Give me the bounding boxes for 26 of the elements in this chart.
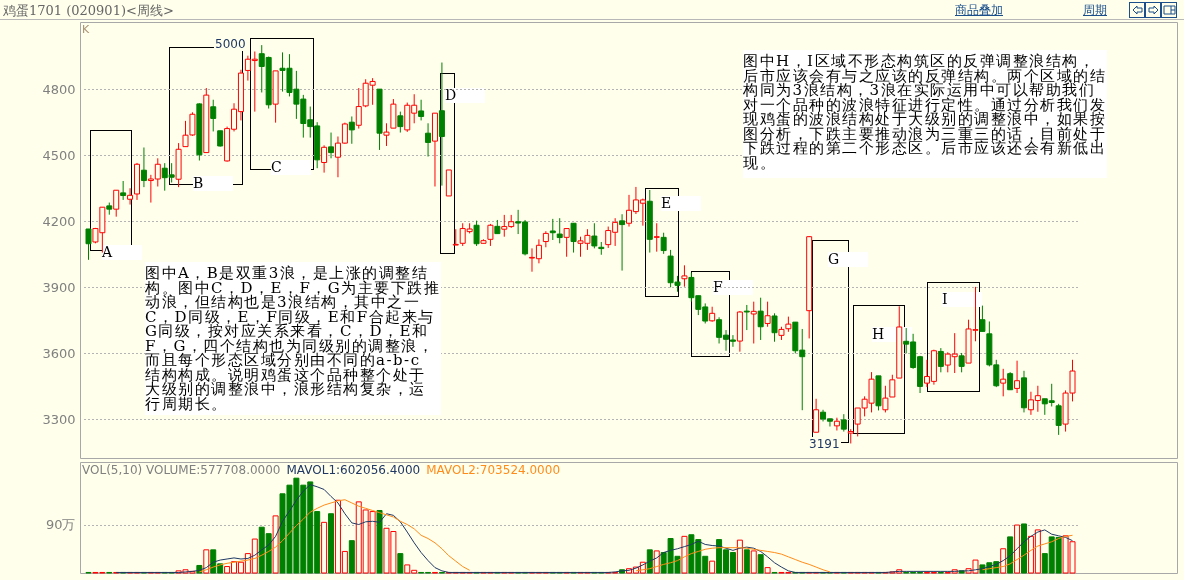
annotation: A — [102, 244, 142, 260]
text: 商品叠加 — [955, 2, 1003, 19]
y-tick-label: 4800 — [42, 81, 76, 97]
annotation: 5000 — [214, 37, 247, 51]
y-tick-label: 4500 — [42, 147, 76, 163]
y-tick-label: 3600 — [42, 345, 76, 361]
text: MAVOL2:703524.0000 — [426, 463, 561, 477]
annotation: G — [828, 251, 868, 267]
y-tick-label: 4200 — [42, 213, 76, 229]
annotation: H — [872, 326, 912, 342]
annotation: F — [713, 279, 753, 295]
chart-title: VOL(5,10) VOLUME:577708.0000 — [82, 463, 281, 477]
annotation: K — [82, 23, 90, 36]
text: 图中A，B是双重3浪，是上涨的调整结构。图中C，D，E，F，G为主要下跌推动浪，但结构也是3浪结构，其中之一C，D同级，E，F同级，E和F合起来与G同级，按对应关系来看，C，D，E和F，G，四个结构也为同级别的调整浪，而且每个形态区域分别由不同的a-b-c 结构构成。说明鸡蛋这个品种整个处于大级别的调整浪中，浪形结构复杂，运行周期长。 — [145, 264, 441, 413]
text: 周期 — [1083, 2, 1107, 19]
chart-title: 鸡蛋1701 (020901)<周线> — [3, 2, 174, 20]
y-tick-label: 90万 — [45, 517, 76, 532]
annotation: 图中H，I区域不形态构筑区的反弹调整浪结构，后市应该会有与之应该的反弹结构。两个区域的结构同为3浪结构，3浪在实际运用中可以帮助我们对一个品种的波浪特征进行定性。通过分析我们发现鸡蛋的波浪结构处于大级别的调整浪中，如果按图分析，下跌主要推动浪为三重三的话，目前处于下跌过程的第二个形态区。后市应该还会有新低出现。 — [743, 50, 1107, 178]
annotation: C — [271, 159, 311, 175]
y-tick-label: 3900 — [42, 279, 76, 295]
annotation: E — [661, 195, 701, 211]
annotation: 3191 — [808, 437, 841, 451]
y-tick-label: 3300 — [42, 411, 76, 427]
annotation: B — [193, 175, 233, 191]
series-label: MAVOL1:602056.4000 — [286, 463, 421, 477]
annotation: I — [942, 291, 982, 307]
